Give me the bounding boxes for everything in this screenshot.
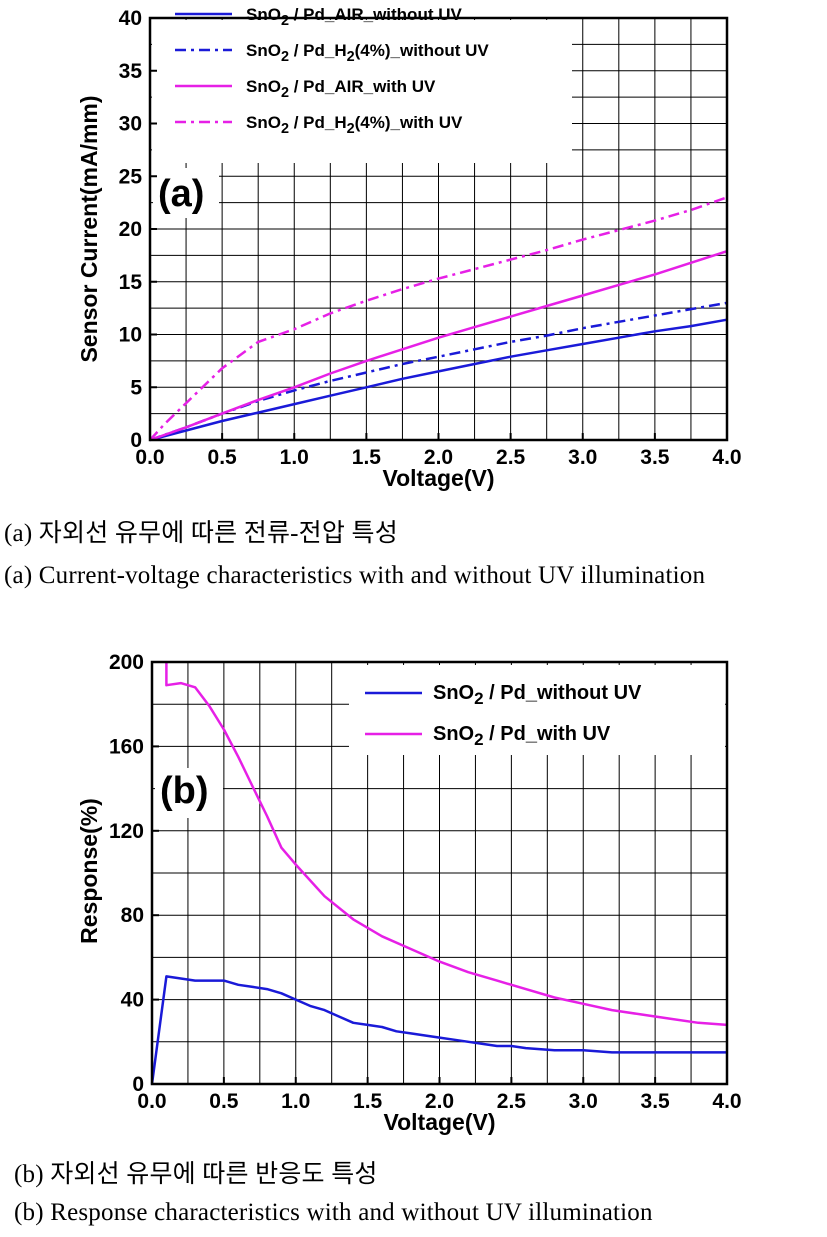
legend-label-1: SnO2 / Pd_AIR_without UV — [246, 5, 462, 29]
x-tick-label: 3.0 — [568, 446, 597, 469]
caption-a-english: (a) Current-voltage characteristics with… — [4, 562, 706, 589]
x-tick-label: 0.5 — [208, 446, 238, 469]
caption-b-english: (b) Response characteristics with and wi… — [14, 1199, 653, 1226]
x-tick-label: 0.0 — [137, 1090, 166, 1113]
legend-label-4: SnO2 / Pd_H2(4%)_with UV — [246, 113, 463, 137]
legend-label-3: SnO2 / Pd_AIR_with UV — [246, 77, 436, 101]
x-tick-label: 1.0 — [280, 446, 309, 469]
chart-b: 0.0 0.5 1.0 1.5 2.0 2.5 3.0 3.5 4.0 0 40 80 120 160 20… — [76, 651, 742, 1135]
y-tick-label: 40 — [121, 989, 144, 1012]
caption-a-korean: (a) 자외선 유무에 따른 전류-전압 특성 — [4, 520, 398, 547]
x-tick-label: 1.0 — [281, 1090, 310, 1113]
series-line-1 — [150, 975, 727, 1085]
x-tick-label: 0.0 — [135, 446, 164, 469]
series-line-2 — [165, 662, 728, 1027]
legend-label-2: SnO2 / Pd_with UV — [433, 723, 611, 749]
y-tick-label: 0 — [132, 1073, 144, 1096]
y-tick-label: 35 — [119, 60, 143, 83]
x-axis-label: Voltage(V) — [382, 465, 494, 491]
panel-label-background — [155, 768, 223, 818]
x-tick-label: 3.5 — [640, 446, 670, 469]
panel-label-background — [153, 168, 219, 218]
x-tick-label: 1.5 — [352, 446, 382, 469]
y-tick-label: 120 — [109, 820, 144, 843]
y-tick-label: 30 — [119, 113, 142, 136]
x-tick-label: 3.0 — [569, 1090, 598, 1113]
legend-background — [349, 665, 725, 755]
series-line-1 — [149, 318, 728, 442]
y-tick-label: 5 — [130, 376, 142, 399]
x-tick-label: 2.0 — [424, 446, 453, 469]
x-tick-label: 2.5 — [496, 446, 526, 469]
y-tick-label: 15 — [119, 271, 143, 294]
legend-label-1: SnO2 / Pd_without UV — [433, 682, 642, 708]
series-line-4 — [149, 196, 728, 441]
y-tick-label: 25 — [119, 165, 143, 188]
y-tick-label: 20 — [119, 218, 142, 241]
x-tick-label: 2.5 — [497, 1090, 527, 1113]
y-tick-label: 40 — [119, 7, 142, 30]
panel-label: (b) — [160, 770, 209, 812]
x-tick-label: 2.0 — [425, 1090, 454, 1113]
series-line-3 — [149, 250, 728, 442]
y-tick-label: 200 — [109, 651, 144, 674]
x-tick-label: 0.5 — [209, 1090, 239, 1113]
y-tick-label: 160 — [109, 735, 144, 758]
legend-background — [152, 20, 572, 163]
y-axis-label: Response(%) — [76, 798, 102, 944]
x-tick-label: 4.0 — [712, 446, 741, 469]
x-tick-label: 4.0 — [712, 1090, 741, 1113]
x-axis-label: Voltage(V) — [383, 1109, 495, 1135]
panel-label: (a) — [158, 173, 204, 215]
y-tick-label: 0 — [130, 429, 142, 452]
y-axis-label: Sensor Current(mA/mm) — [76, 95, 102, 362]
x-tick-label: 1.5 — [353, 1090, 383, 1113]
caption-b-korean: (b) 자외선 유무에 따른 반응도 특성 — [14, 1161, 378, 1188]
chart-a: 0.0 0.5 1.0 1.5 2.0 2.5 3.0 3.5 4.0 0 5 10 15 20 25 30 3… — [76, 5, 742, 491]
y-tick-label: 10 — [119, 324, 142, 347]
x-tick-label: 3.5 — [641, 1090, 671, 1113]
y-tick-label: 80 — [121, 904, 144, 927]
legend-label-2: SnO2 / Pd_H2(4%)_without UV — [246, 41, 489, 65]
